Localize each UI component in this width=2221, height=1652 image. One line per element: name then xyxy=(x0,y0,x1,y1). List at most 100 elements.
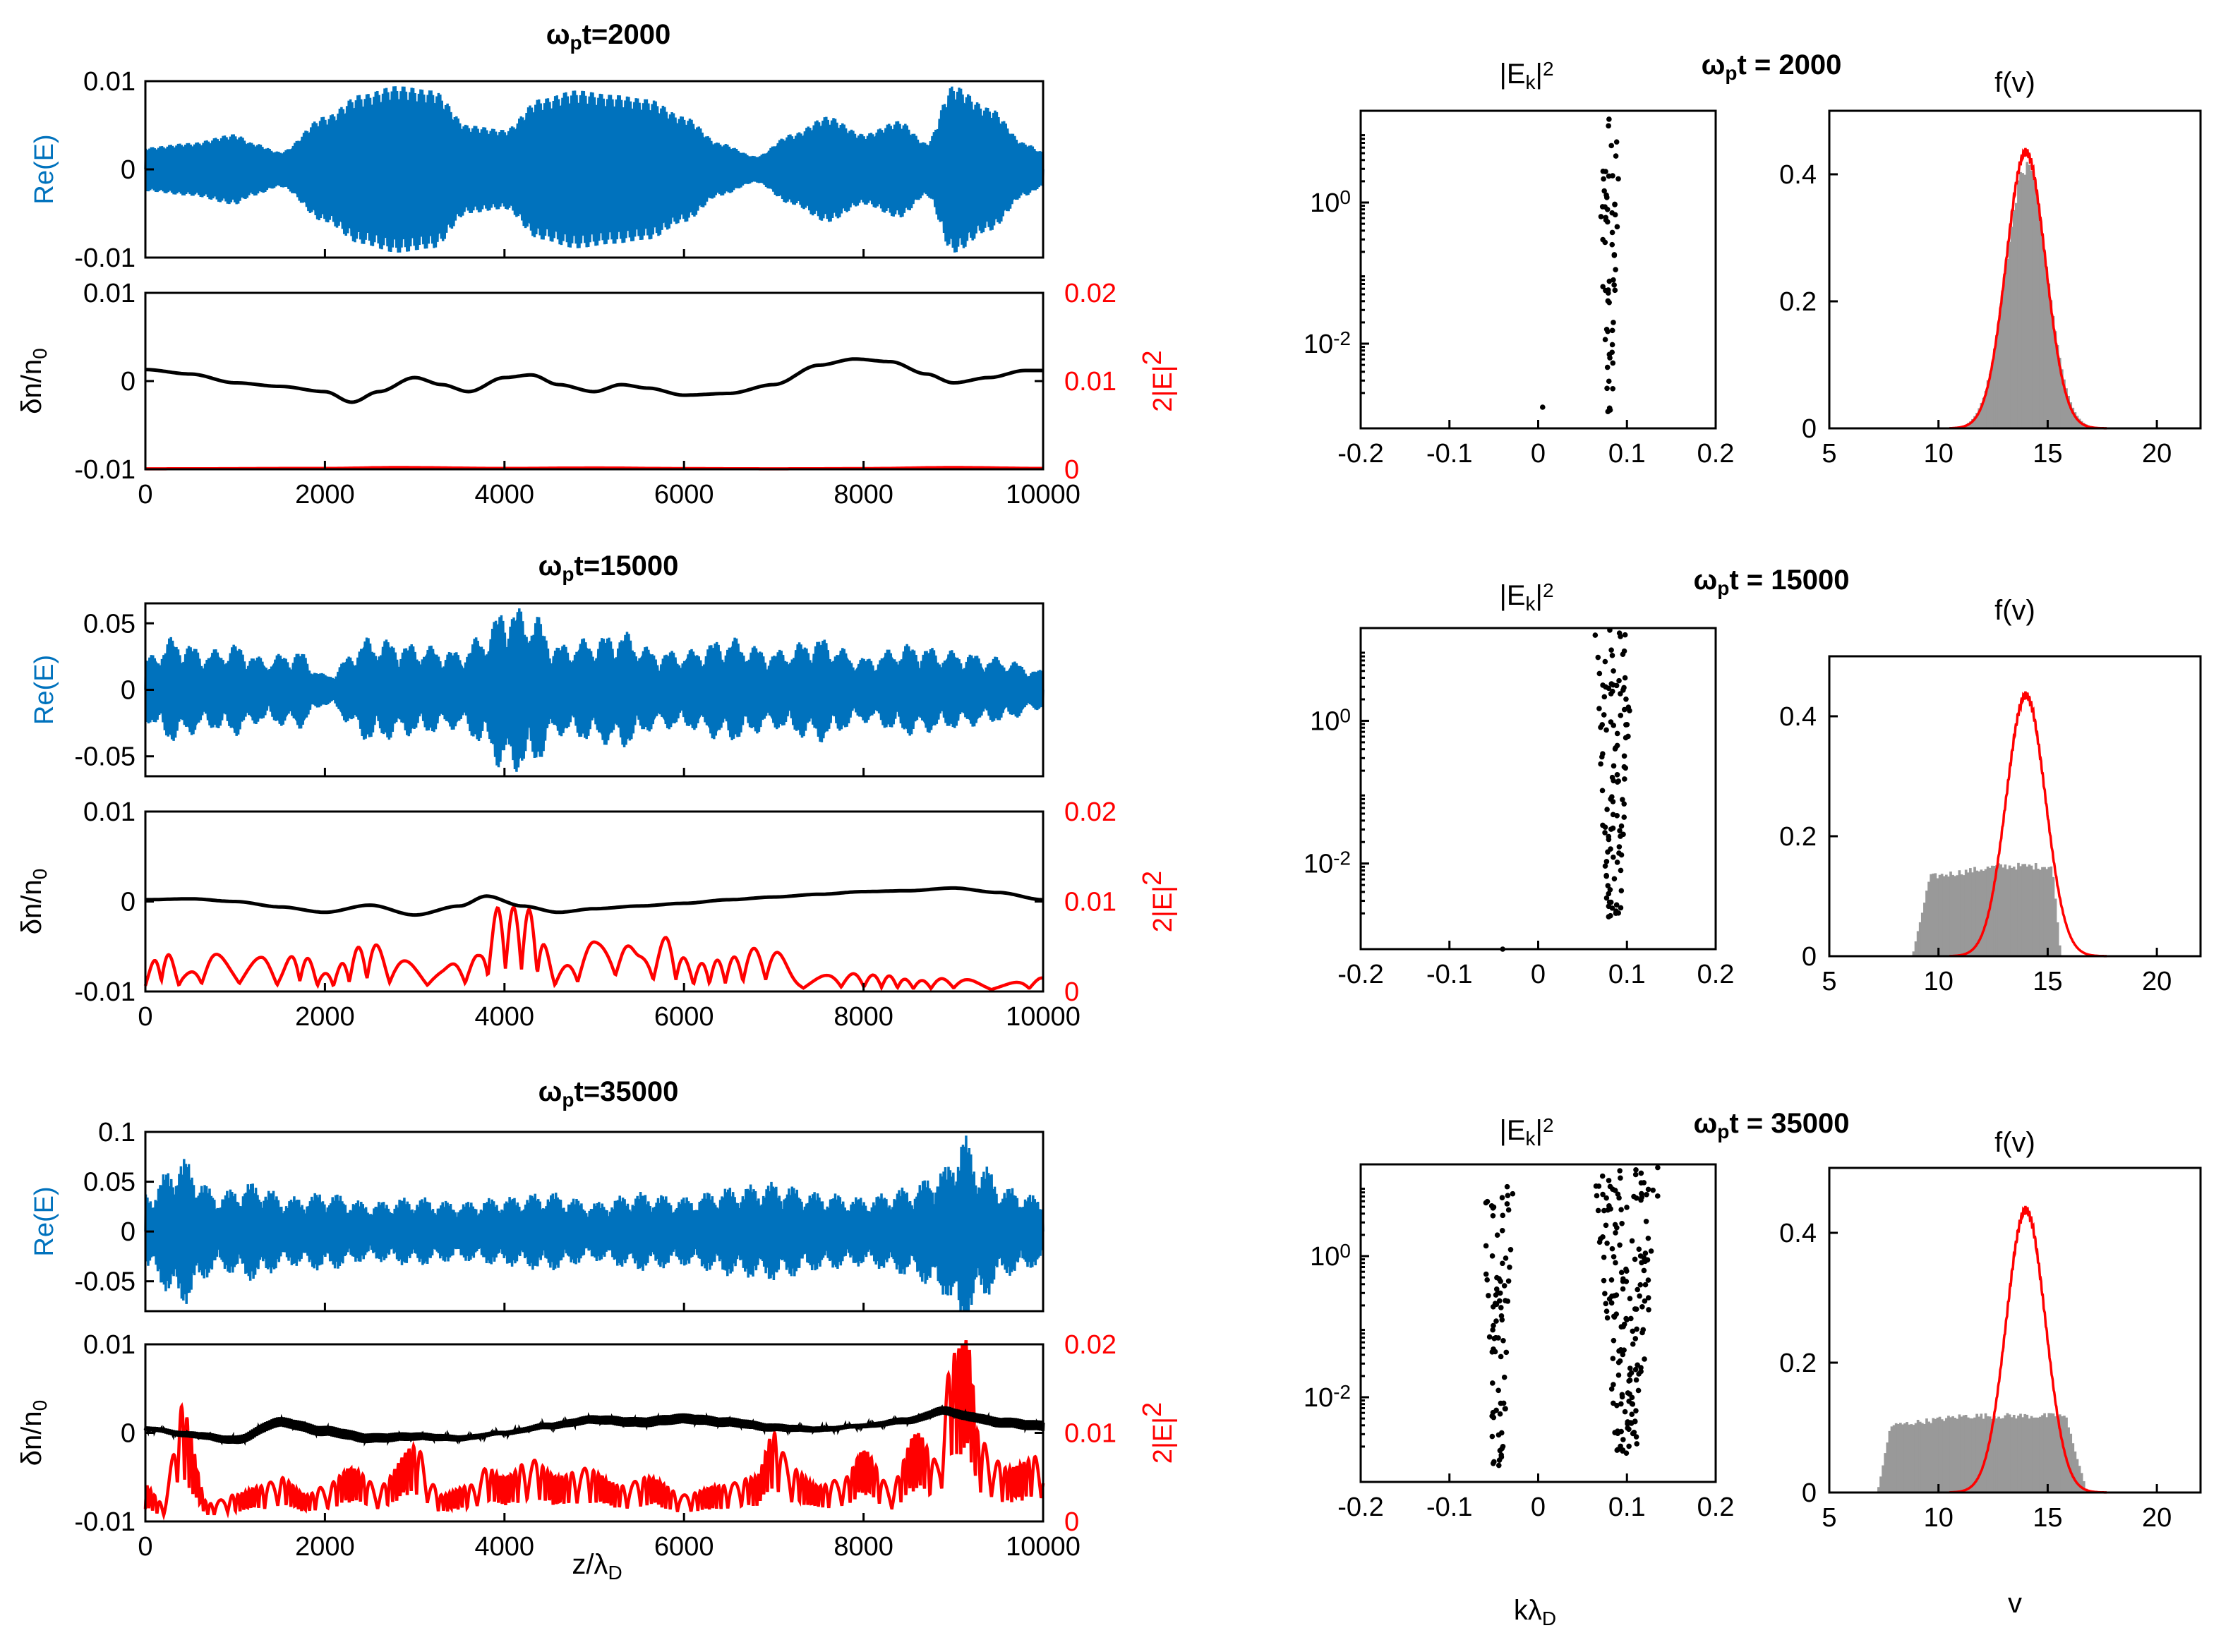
spectrum-point xyxy=(1600,751,1606,756)
fv-hist-bar xyxy=(2034,863,2038,956)
spectrum-time-title-1: ωpt = 15000 xyxy=(1693,565,1849,599)
fv-hist-bar xyxy=(1988,373,1992,428)
dn-x-tick-label: 2000 xyxy=(295,1002,355,1032)
fv-hist-bar xyxy=(2056,1417,2059,1493)
fv-hist-bar xyxy=(2006,869,2009,956)
spectrum-point xyxy=(1609,653,1615,658)
spectrum-point xyxy=(1620,1437,1626,1442)
spectrum-point xyxy=(1634,1441,1640,1447)
spectrum-axes-2 xyxy=(1359,1163,1717,1483)
spectrum-point xyxy=(1609,794,1615,800)
spectrum-point xyxy=(1621,648,1627,654)
fv-hist-bar xyxy=(1890,1426,1894,1493)
fv-hist-bar xyxy=(1969,1418,1972,1493)
fv-hist-bar xyxy=(1923,1423,1926,1493)
spectrum-point xyxy=(1620,1286,1626,1292)
spectrum-point xyxy=(1650,1187,1656,1193)
fv-hist-bar xyxy=(2060,369,2064,428)
spectrum-xtick-label: 0 xyxy=(1531,960,1546,989)
spectrum-point xyxy=(1606,1296,1613,1302)
dn-x-tick-label: 2000 xyxy=(295,1532,355,1562)
spectrum-point xyxy=(1603,1222,1609,1229)
spectrum-point xyxy=(1604,807,1610,812)
fv-hist-bar xyxy=(1916,1419,1920,1493)
spectrum-xtick-label: 0.1 xyxy=(1608,1493,1646,1522)
fv-hist-bar xyxy=(2004,1415,2007,1493)
fv-hist-bar xyxy=(1944,1418,1948,1493)
spectrum-point xyxy=(1608,1300,1615,1306)
spectrum-point xyxy=(1632,1171,1639,1178)
spectrum-point xyxy=(1610,360,1616,366)
xlabel-v: v xyxy=(2008,1588,2022,1619)
fv-hist-bar xyxy=(1964,1414,1968,1493)
spectrum-point xyxy=(1640,1327,1647,1333)
fv-hist-bar xyxy=(1925,1418,1928,1493)
reE-ylabel: Re(E) xyxy=(30,134,59,204)
dn-x-tick-label: 0 xyxy=(138,1532,152,1562)
spectrum-point xyxy=(1603,1195,1609,1201)
spectrum-title-1: |Ek|2 xyxy=(1499,579,1553,615)
spectrum-point xyxy=(1619,1220,1625,1226)
fv-hist-bar xyxy=(2060,1416,2064,1493)
spectrum-point xyxy=(1629,1394,1635,1401)
spectrum-point xyxy=(1604,364,1611,370)
spectrum-point xyxy=(1633,1377,1639,1383)
spectrum-point xyxy=(1604,219,1611,225)
fv-hist-bar xyxy=(1906,1422,1908,1493)
spectrum-time-title-0: ωpt = 2000 xyxy=(1702,49,1842,84)
spectrum-point xyxy=(1600,1191,1606,1198)
fv-hist-bar xyxy=(1949,1417,1952,1493)
fv-xtick-label: 20 xyxy=(2142,967,2172,996)
fv-hist-bar xyxy=(1958,1414,1961,1493)
spectrum-point xyxy=(1598,761,1603,767)
spectrum-point xyxy=(1614,860,1620,865)
fv-hist-bar xyxy=(1927,881,1930,956)
spectrum-point xyxy=(1637,1293,1642,1299)
dn-x-tick-label: 8000 xyxy=(833,1532,893,1562)
fv-axes-0 xyxy=(1828,109,2202,430)
fv-hist-bar xyxy=(1986,380,1990,428)
fv-hist-bar xyxy=(1995,335,1998,428)
dn-ylabel-0: δn/n0 xyxy=(16,348,51,414)
dn-ytick-label: 0.01 xyxy=(83,797,136,827)
fv-hist-bar xyxy=(2021,864,2024,956)
fv-hist-bar xyxy=(1923,903,1926,956)
spectrum-axes-0 xyxy=(1359,109,1717,430)
fv-hist-bar xyxy=(1982,397,1985,428)
dn-ylabel-1: δn/n0 xyxy=(16,869,51,934)
fv-hist-bar xyxy=(1918,922,1922,956)
fv-hist-bar xyxy=(2073,412,2077,428)
spectrum-point xyxy=(1602,830,1608,836)
dn-ylabel-2-part: 0 xyxy=(29,1400,51,1411)
fv-hist-bar xyxy=(1942,876,1946,956)
fv-hist-bar xyxy=(1908,1424,1911,1493)
spectrum-point xyxy=(1615,1359,1622,1365)
spectrum-point xyxy=(1500,1400,1507,1406)
fv-hist-bar xyxy=(1901,1424,1904,1493)
spectrum-point xyxy=(1606,116,1612,122)
fv-hist-bar xyxy=(2008,865,2011,956)
fv-initial-curve-0 xyxy=(1949,147,2107,430)
fv-hist-bar xyxy=(2058,358,2062,428)
spectrum-xtick-label: -0.1 xyxy=(1426,960,1472,989)
spectrum-point xyxy=(1592,632,1599,638)
fv-hist-bar xyxy=(2056,345,2059,428)
fv-hist-bar xyxy=(2030,865,2033,956)
spectrum-point xyxy=(1616,677,1622,684)
e2-ylabel-0-part: 2 xyxy=(1138,350,1167,365)
spectrum-point xyxy=(1596,706,1602,711)
spectrum-xtick-label: -0.1 xyxy=(1426,439,1472,469)
spectrum-point xyxy=(1489,1253,1495,1259)
e2-ytick-label: 0.01 xyxy=(1064,888,1116,917)
spectrum-point xyxy=(1613,1260,1618,1266)
fv-ytick-label: 0.2 xyxy=(1779,822,1817,852)
fv-hist-bar xyxy=(2028,1418,2031,1493)
fv-hist-bar xyxy=(1990,363,1994,428)
spectrum-ytick-label: 10-2 xyxy=(1304,327,1351,359)
spectrum-point xyxy=(1644,1257,1651,1263)
fv-axes-2 xyxy=(1828,1166,2202,1494)
fv-hist-bar xyxy=(1990,865,1994,956)
spectrum-point xyxy=(1613,902,1620,908)
fv-hist-bar xyxy=(2054,898,2057,956)
spectrum-point xyxy=(1599,1173,1606,1179)
